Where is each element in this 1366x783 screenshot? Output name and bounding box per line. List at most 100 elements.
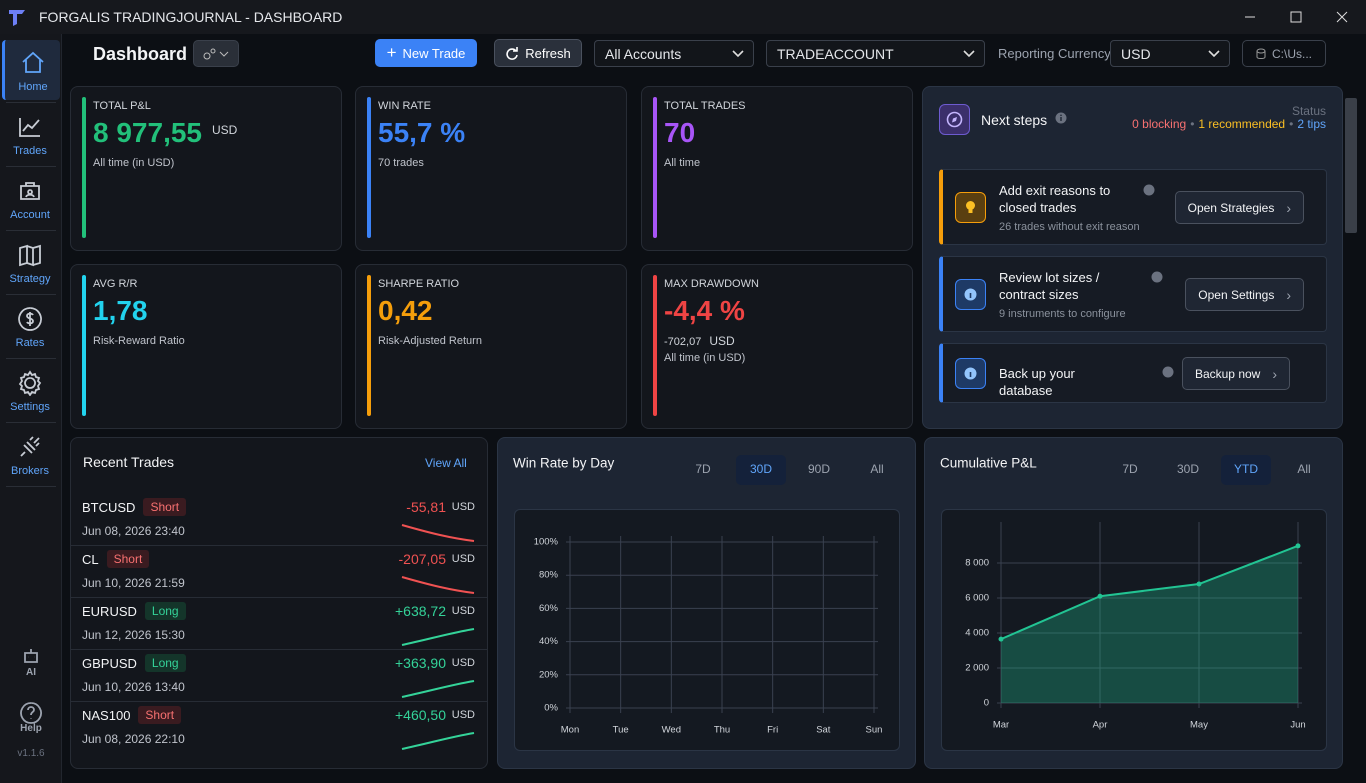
trade-currency: USD bbox=[451, 501, 475, 513]
kpi-value-row: 8 977,55 USD bbox=[93, 117, 237, 149]
trade-pnl: +460,50 bbox=[395, 707, 446, 723]
icon-shape bbox=[1151, 271, 1163, 283]
status-summary: 0 blocking • 1 recommended • 2 tips bbox=[1132, 117, 1326, 131]
scrollbar[interactable] bbox=[1345, 88, 1357, 768]
sparkline bbox=[401, 680, 475, 698]
kpi-label: TOTAL TRADES bbox=[664, 100, 746, 112]
step-icon bbox=[955, 279, 986, 310]
sparkline-path bbox=[401, 680, 475, 698]
panel-title: Recent Trades bbox=[83, 454, 175, 470]
kpi-card: MAX DRAWDOWN -4,4 % -702,07 USD All time (in… bbox=[641, 264, 913, 429]
nav-icon bbox=[19, 118, 40, 137]
step-item: Add exit reasons to closed trades 26 trad… bbox=[939, 169, 1327, 245]
kpi-sub: Risk-Adjusted Return bbox=[378, 335, 482, 347]
view-menu[interactable] bbox=[193, 40, 239, 67]
kpi-accent bbox=[82, 275, 86, 416]
step-icon bbox=[955, 358, 986, 389]
trade-date: Jun 08, 2026 22:10 bbox=[82, 732, 185, 746]
trade-date: Jun 10, 2026 13:40 bbox=[82, 680, 185, 694]
nav-item[interactable]: Settings bbox=[2, 360, 60, 420]
toolbar: Dashboard + New Trade Refresh All Account… bbox=[62, 34, 1366, 76]
kpi-card: TOTAL P&L 8 977,55 USD All time (in USD) bbox=[70, 86, 342, 251]
step-title: Review lot sizes / contract sizes bbox=[999, 270, 1100, 302]
nav-item[interactable]: Strategy bbox=[2, 232, 60, 292]
next-steps-panel: Next steps Status 0 blocking • 1 recommend… bbox=[922, 86, 1343, 429]
nav-icon bbox=[20, 182, 40, 200]
nav-divider bbox=[6, 358, 56, 359]
nav-item[interactable]: Home bbox=[2, 40, 60, 100]
nav-item[interactable]: AI bbox=[2, 644, 60, 694]
step-title: Back up your database bbox=[999, 366, 1075, 398]
currency-select[interactable]: USD bbox=[1110, 40, 1230, 67]
currency-label: Reporting Currency: bbox=[998, 46, 1115, 61]
nav-divider bbox=[6, 102, 56, 103]
nav-divider bbox=[6, 422, 56, 423]
nav-label: Home bbox=[18, 81, 48, 93]
kpi-label: SHARPE RATIO bbox=[378, 278, 460, 290]
step-button[interactable]: Open Strategies › bbox=[1174, 191, 1304, 224]
sparkline-path bbox=[401, 576, 475, 594]
trade-side: Long bbox=[144, 602, 186, 620]
step-button[interactable]: Open Settings › bbox=[1185, 278, 1304, 311]
status-count: 0 blocking bbox=[1132, 117, 1187, 131]
window-controls[interactable] bbox=[1236, 6, 1356, 28]
kpi-value: 55,7 % bbox=[378, 117, 466, 148]
kpi-label: TOTAL P&L bbox=[93, 100, 151, 112]
nav-item[interactable]: Account bbox=[2, 168, 60, 228]
trade-pnl: +638,72 bbox=[395, 603, 446, 619]
step-sub: 9 instruments to configure bbox=[999, 308, 1126, 320]
icon-shape bbox=[24, 649, 38, 663]
nav-divider bbox=[6, 486, 56, 487]
icon-shape bbox=[20, 702, 42, 724]
steps-title: Next steps bbox=[981, 112, 1048, 128]
icon-shape bbox=[1143, 184, 1155, 196]
kpi-value-row: -4,4 % bbox=[664, 295, 745, 327]
trade-row: CL Short Jun 10, 2026 21:59 -207,05 USD bbox=[71, 546, 487, 598]
icon-shape bbox=[969, 372, 972, 377]
button-label: Open Strategies bbox=[1187, 200, 1275, 215]
kpi-label: WIN RATE bbox=[378, 100, 431, 112]
nav-item[interactable]: Help bbox=[2, 700, 60, 750]
sparkline bbox=[401, 628, 475, 646]
status-count: 2 tips bbox=[1297, 117, 1326, 131]
step-title: Add exit reasons to closed trades bbox=[999, 183, 1111, 215]
new-trade-button[interactable]: + New Trade bbox=[375, 39, 477, 67]
status-separator: • bbox=[1190, 117, 1195, 131]
nav-item[interactable]: Rates bbox=[2, 296, 60, 356]
accounts-select[interactable]: All Accounts bbox=[594, 40, 754, 67]
refresh-button[interactable]: Refresh bbox=[494, 39, 582, 67]
trade-row: GBPUSD Long Jun 10, 2026 13:40 +363,90 USD bbox=[71, 650, 487, 702]
trade-side: Short bbox=[143, 498, 187, 516]
icon-shape bbox=[18, 307, 42, 331]
trade-head: NAS100 Short bbox=[82, 706, 182, 724]
trade-row: EURUSD Long Jun 12, 2026 15:30 +638,72 USD bbox=[71, 598, 487, 650]
nav-item[interactable]: Brokers bbox=[2, 424, 60, 484]
nav-label: AI bbox=[26, 667, 36, 678]
trade-pnl: -207,05 bbox=[398, 551, 446, 567]
icon-shape bbox=[20, 182, 40, 200]
view-all-link[interactable]: View All bbox=[425, 456, 467, 470]
status-label: Status bbox=[1291, 104, 1326, 118]
icon-glyph bbox=[964, 367, 977, 380]
nav-item[interactable]: Trades bbox=[2, 104, 60, 164]
kpi-amount: -702,07 bbox=[664, 336, 702, 348]
page-title: Dashboard bbox=[93, 44, 188, 64]
button-label: Open Settings bbox=[1198, 287, 1275, 302]
trade-head: GBPUSD Long bbox=[82, 654, 186, 672]
kpi-value: 1,78 bbox=[93, 295, 148, 326]
select-value: All Accounts bbox=[605, 45, 682, 62]
status-separator: • bbox=[1289, 117, 1294, 131]
trade-symbol: GBPUSD bbox=[82, 655, 137, 671]
kpi-value-row: 1,78 bbox=[93, 295, 148, 327]
pnl-panel bbox=[924, 437, 1343, 769]
button-label: New Trade bbox=[402, 45, 466, 61]
win-rate-panel bbox=[497, 437, 916, 769]
step-button[interactable]: Backup now › bbox=[1181, 357, 1290, 390]
account-select[interactable]: TRADEACCOUNT bbox=[766, 40, 985, 67]
chevron: › bbox=[1286, 286, 1291, 303]
trade-side: Short bbox=[138, 706, 182, 724]
kpi-accent bbox=[653, 97, 657, 238]
kpi-amount-row: -702,07 USD bbox=[664, 334, 735, 348]
sparkline-path bbox=[401, 732, 475, 750]
database-path[interactable]: C:\Us... bbox=[1242, 40, 1326, 67]
